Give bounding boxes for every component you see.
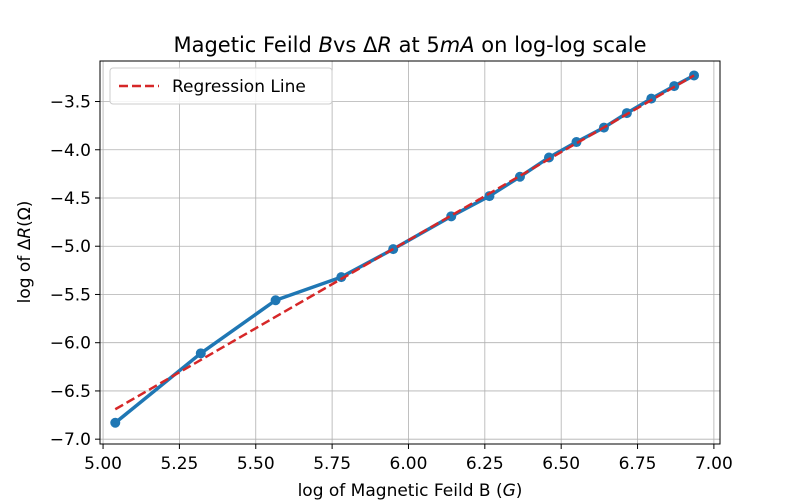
- y-tick-label: −5.0: [50, 237, 91, 257]
- x-tick-label: 6.75: [619, 454, 657, 474]
- chart-title: Magetic Feild Bvs ΔR at 5mA on log-log s…: [173, 33, 646, 57]
- regression-line: [114, 74, 695, 411]
- x-tick-label: 5.75: [313, 454, 351, 474]
- y-axis-label: log of ΔR(Ω): [15, 201, 35, 304]
- x-tick-label: 6.50: [542, 454, 580, 474]
- x-axis-label: log of Magnetic Feild B (G): [298, 481, 523, 500]
- data-point: [336, 272, 347, 283]
- x-ticks: 5.00 5.25 5.50 5.75 6.00 6.25 6.50 6.75 7.00: [84, 444, 733, 474]
- x-tick-label: 5.00: [84, 454, 122, 474]
- x-tick-label: 7.00: [695, 454, 733, 474]
- y-tick-label: −3.5: [50, 93, 91, 113]
- x-tick-label: 5.50: [237, 454, 275, 474]
- plot-frame: [99, 60, 721, 445]
- data-point: [195, 348, 206, 359]
- y-tick-label: −5.5: [50, 285, 91, 305]
- grid: [100, 61, 720, 444]
- y-tick-label: −4.0: [50, 141, 91, 161]
- y-tick-label: −4.5: [50, 189, 91, 209]
- legend-entry-regression: Regression Line: [172, 77, 306, 97]
- y-tick-label: −6.5: [50, 382, 91, 402]
- legend-box: [109, 67, 333, 105]
- series-layer: [110, 70, 700, 428]
- data-point: [270, 295, 281, 306]
- data-point: [110, 417, 121, 428]
- x-tick-label: 5.25: [160, 454, 198, 474]
- y-tick-label: −7.0: [50, 430, 91, 450]
- y-tick-label: −6.0: [50, 334, 91, 354]
- x-tick-label: 6.00: [390, 454, 428, 474]
- x-tick-label: 6.25: [466, 454, 504, 474]
- legend: Regression Line: [109, 67, 333, 105]
- y-ticks: −7.0 −6.5 −6.0 −5.5 −5.0 −4.5 −4.0 −3.5: [50, 93, 100, 450]
